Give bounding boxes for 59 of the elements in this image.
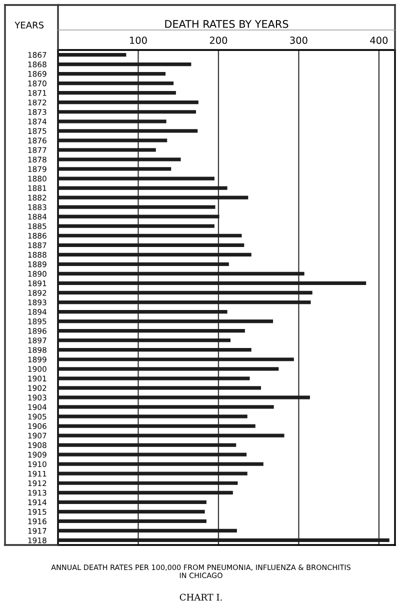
bar — [58, 329, 245, 333]
bar — [58, 176, 214, 180]
bar — [58, 214, 220, 218]
bar — [58, 500, 206, 504]
bar — [58, 167, 172, 171]
bar — [58, 405, 274, 409]
bar — [58, 148, 156, 152]
bar — [58, 252, 252, 256]
bar — [58, 462, 264, 466]
chart-title: DEATH RATES BY YEARS — [165, 20, 288, 28]
bar — [58, 82, 174, 86]
bar — [58, 224, 214, 228]
bar — [58, 110, 196, 114]
bar — [58, 538, 390, 542]
x-tick-label: 200 — [210, 36, 228, 44]
bar — [58, 414, 248, 418]
bar — [58, 348, 252, 352]
bar — [58, 120, 166, 124]
bar — [58, 396, 310, 400]
bar — [58, 376, 250, 380]
bar — [58, 91, 176, 95]
bar — [58, 272, 304, 276]
bar — [58, 443, 236, 447]
bar — [58, 281, 366, 286]
bar — [58, 386, 261, 390]
bar — [58, 510, 205, 514]
bar — [58, 519, 206, 524]
x-tick-label: 300 — [290, 36, 308, 44]
bar — [58, 205, 216, 209]
bar — [58, 52, 126, 57]
bar — [58, 158, 181, 162]
x-tick-label: 100 — [130, 36, 147, 44]
bar — [58, 186, 228, 190]
bar — [58, 290, 312, 295]
bar — [58, 100, 198, 104]
bar — [58, 367, 279, 371]
x-tick-label: 400 — [370, 36, 388, 44]
bar — [58, 138, 168, 142]
bar — [58, 338, 231, 342]
bar — [58, 196, 248, 200]
bar — [58, 319, 274, 324]
y-axis-title: YEARS — [14, 22, 44, 28]
bar — [58, 262, 229, 266]
bar — [58, 358, 294, 362]
bar — [58, 243, 244, 247]
bar — [58, 424, 256, 428]
bar — [58, 481, 238, 485]
text: CHART I. — [180, 594, 222, 601]
bar — [58, 62, 192, 66]
bar — [58, 234, 242, 238]
bar — [58, 490, 233, 494]
bar — [58, 452, 247, 456]
bar — [58, 310, 228, 314]
bar — [58, 72, 166, 76]
bar — [58, 129, 198, 133]
bar — [58, 300, 311, 304]
bar — [58, 528, 237, 533]
bar — [58, 472, 248, 476]
bar — [58, 434, 284, 438]
